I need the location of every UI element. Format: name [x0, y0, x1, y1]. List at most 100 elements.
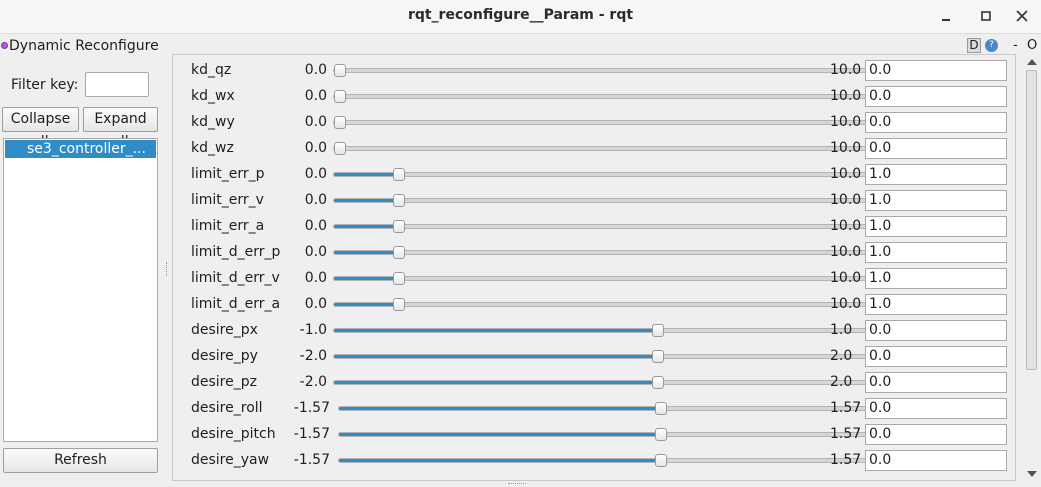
plugin-minimize-button[interactable]: - [1013, 38, 1018, 53]
param-name: desire_py [191, 348, 258, 364]
slider-handle[interactable] [392, 298, 405, 311]
param-slider[interactable] [338, 454, 981, 467]
close-button[interactable] [1011, 6, 1033, 26]
param-row: limit_d_err_p 0.0 10.0 1.0 [173, 242, 1015, 268]
slider-handle[interactable] [392, 246, 405, 259]
slider-handle[interactable] [392, 194, 405, 207]
param-max: 1.57 [830, 400, 862, 416]
param-row: desire_py -2.0 2.0 0.0 [173, 346, 1015, 372]
param-value-input[interactable]: 0.0 [865, 450, 1007, 471]
param-max: 10.0 [830, 192, 862, 208]
param-max: 1.57 [830, 426, 862, 442]
param-value-input[interactable]: 0.0 [865, 346, 1007, 367]
filter-key-input[interactable] [85, 72, 149, 97]
param-value-input[interactable]: 1.0 [865, 294, 1007, 315]
slider-fill [334, 173, 399, 176]
expand-all-button[interactable]: Expand all [83, 107, 158, 150]
node-tree[interactable]: se3_controller_... [3, 138, 158, 442]
param-value-input[interactable]: 0.0 [865, 138, 1007, 159]
slider-handle[interactable] [334, 90, 346, 103]
maximize-button[interactable] [975, 6, 997, 26]
param-max: 10.0 [830, 270, 862, 286]
param-slider[interactable] [333, 64, 981, 77]
param-min: -2.0 [299, 348, 327, 364]
refresh-button[interactable]: Refresh [3, 448, 158, 473]
param-min: 0.0 [304, 114, 327, 130]
param-min: 0.0 [304, 218, 327, 234]
param-slider[interactable] [333, 142, 981, 155]
param-slider[interactable] [338, 402, 981, 415]
slider-handle[interactable] [652, 376, 664, 389]
param-row: limit_err_a 0.0 10.0 1.0 [173, 216, 1015, 242]
param-slider[interactable] [333, 246, 981, 259]
param-name: limit_err_a [191, 218, 265, 234]
slider-fill [339, 407, 660, 410]
window-titlebar: rqt_reconfigure__Param - rqt [0, 0, 1041, 34]
tree-item-se3-controller[interactable]: se3_controller_... [5, 140, 156, 158]
slider-handle[interactable] [334, 116, 346, 129]
param-value-input[interactable]: 0.0 [865, 320, 1007, 341]
param-max: 10.0 [830, 62, 862, 78]
param-slider[interactable] [333, 168, 981, 181]
param-slider[interactable] [333, 376, 981, 389]
param-min: 0.0 [304, 192, 327, 208]
slider-fill [334, 381, 657, 384]
slider-handle[interactable] [392, 168, 405, 181]
param-max: 10.0 [830, 296, 862, 312]
bottom-resize-grip[interactable] [508, 483, 526, 485]
scroll-up-icon[interactable] [1027, 59, 1037, 65]
param-slider[interactable] [333, 220, 981, 233]
param-slider[interactable] [333, 324, 981, 337]
slider-handle[interactable] [652, 350, 664, 363]
scroll-thumb[interactable] [1026, 70, 1037, 370]
param-value-input[interactable]: 1.0 [865, 242, 1007, 263]
param-min: 0.0 [304, 88, 327, 104]
param-value-input[interactable]: 1.0 [865, 268, 1007, 289]
param-row: desire_pz -2.0 2.0 0.0 [173, 372, 1015, 398]
param-slider[interactable] [333, 272, 981, 285]
slider-handle[interactable] [334, 64, 346, 77]
param-row: desire_px -1.0 1.0 0.0 [173, 320, 1015, 346]
help-icon[interactable]: ? [985, 39, 998, 52]
vertical-scrollbar[interactable] [1024, 56, 1040, 480]
slider-fill [334, 225, 399, 228]
param-value-input[interactable]: 0.0 [865, 424, 1007, 445]
slider-fill [339, 433, 660, 436]
collapse-all-button[interactable]: Collapse all [2, 107, 79, 150]
scroll-down-icon[interactable] [1027, 471, 1037, 477]
slider-fill [334, 355, 657, 358]
slider-handle[interactable] [392, 272, 405, 285]
param-min: -1.0 [299, 322, 327, 338]
param-value-input[interactable]: 0.0 [865, 60, 1007, 81]
slider-handle[interactable] [334, 142, 346, 155]
param-value-input[interactable]: 1.0 [865, 164, 1007, 185]
param-value-input[interactable]: 0.0 [865, 398, 1007, 419]
param-max: 1.57 [830, 452, 862, 468]
param-min: -1.57 [293, 452, 330, 468]
slider-handle[interactable] [654, 428, 667, 441]
slider-handle[interactable] [654, 454, 667, 467]
docking-d-button[interactable]: D [967, 38, 981, 53]
param-name: kd_qz [191, 62, 232, 78]
plugin-options-button[interactable]: O [1027, 38, 1038, 53]
param-min: 0.0 [304, 244, 327, 260]
param-min: 0.0 [304, 140, 327, 156]
minimize-button[interactable] [935, 6, 957, 26]
param-value-input[interactable]: 1.0 [865, 216, 1007, 237]
param-value-input[interactable]: 0.0 [865, 86, 1007, 107]
slider-fill [339, 459, 660, 462]
param-value-input[interactable]: 0.0 [865, 372, 1007, 393]
param-row: desire_roll -1.57 1.57 0.0 [173, 398, 1015, 424]
slider-handle[interactable] [654, 402, 667, 415]
param-min: 0.0 [304, 270, 327, 286]
slider-handle[interactable] [392, 220, 405, 233]
param-max: 10.0 [830, 218, 862, 234]
param-value-input[interactable]: 0.0 [865, 112, 1007, 133]
param-min: 0.0 [304, 166, 327, 182]
param-value-input[interactable]: 1.0 [865, 190, 1007, 211]
param-name: desire_yaw [191, 452, 270, 468]
param-row: kd_wx 0.0 10.0 0.0 [173, 86, 1015, 112]
splitter-handle[interactable] [166, 262, 169, 276]
slider-handle[interactable] [652, 324, 664, 337]
param-slider[interactable] [333, 350, 981, 363]
